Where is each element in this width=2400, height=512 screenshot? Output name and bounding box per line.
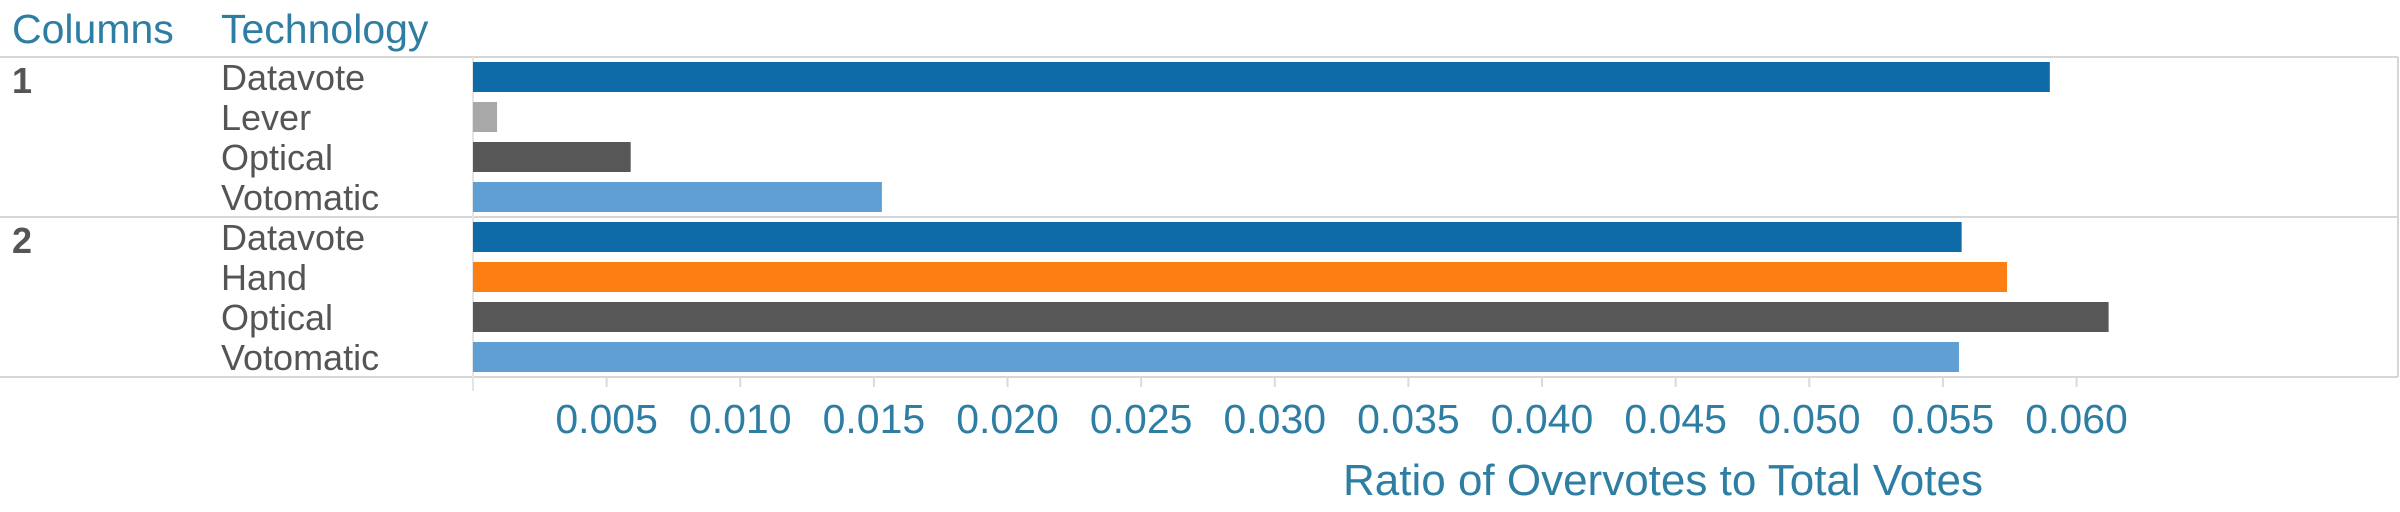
x-axis: 0.005 0.010 0.015 0.020 0.025 0.030 0.035 0.040… bbox=[555, 377, 2128, 442]
group-label: 2 bbox=[12, 220, 32, 261]
bar bbox=[473, 182, 882, 212]
category-label: Lever bbox=[221, 97, 311, 138]
x-tick-label: 0.055 bbox=[1892, 396, 1995, 442]
technology-header: Technology bbox=[221, 6, 429, 52]
x-tick-label: 0.040 bbox=[1491, 396, 1594, 442]
x-tick-label: 0.005 bbox=[555, 396, 658, 442]
x-tick-label: 0.010 bbox=[689, 396, 792, 442]
bar bbox=[473, 102, 498, 132]
x-tick-label: 0.050 bbox=[1758, 396, 1861, 442]
bar bbox=[473, 142, 631, 172]
category-label: Datavote bbox=[221, 57, 365, 98]
x-tick-label: 0.045 bbox=[1624, 396, 1727, 442]
x-axis-title: Ratio of Overvotes to Total Votes bbox=[1343, 456, 1983, 505]
category-label: Votomatic bbox=[221, 337, 379, 378]
x-tick-label: 0.030 bbox=[1223, 396, 1326, 442]
category-label: Optical bbox=[221, 137, 333, 178]
category-label: Votomatic bbox=[221, 177, 379, 218]
x-tick-label: 0.015 bbox=[823, 396, 926, 442]
x-tick-label: 0.020 bbox=[956, 396, 1059, 442]
bar bbox=[473, 262, 2008, 292]
category-label: Optical bbox=[221, 297, 333, 338]
columns-header: Columns bbox=[12, 6, 174, 52]
bar bbox=[473, 342, 1959, 372]
bar bbox=[473, 222, 1962, 252]
x-tick-label: 0.060 bbox=[2025, 396, 2128, 442]
bar bbox=[473, 302, 2109, 332]
category-label: Datavote bbox=[221, 217, 365, 258]
category-label: Hand bbox=[221, 257, 307, 298]
x-tick-label: 0.035 bbox=[1357, 396, 1460, 442]
bars-layer bbox=[473, 62, 2109, 372]
group-label: 1 bbox=[12, 60, 32, 101]
x-tick-label: 0.025 bbox=[1090, 396, 1193, 442]
bar bbox=[473, 62, 2050, 92]
